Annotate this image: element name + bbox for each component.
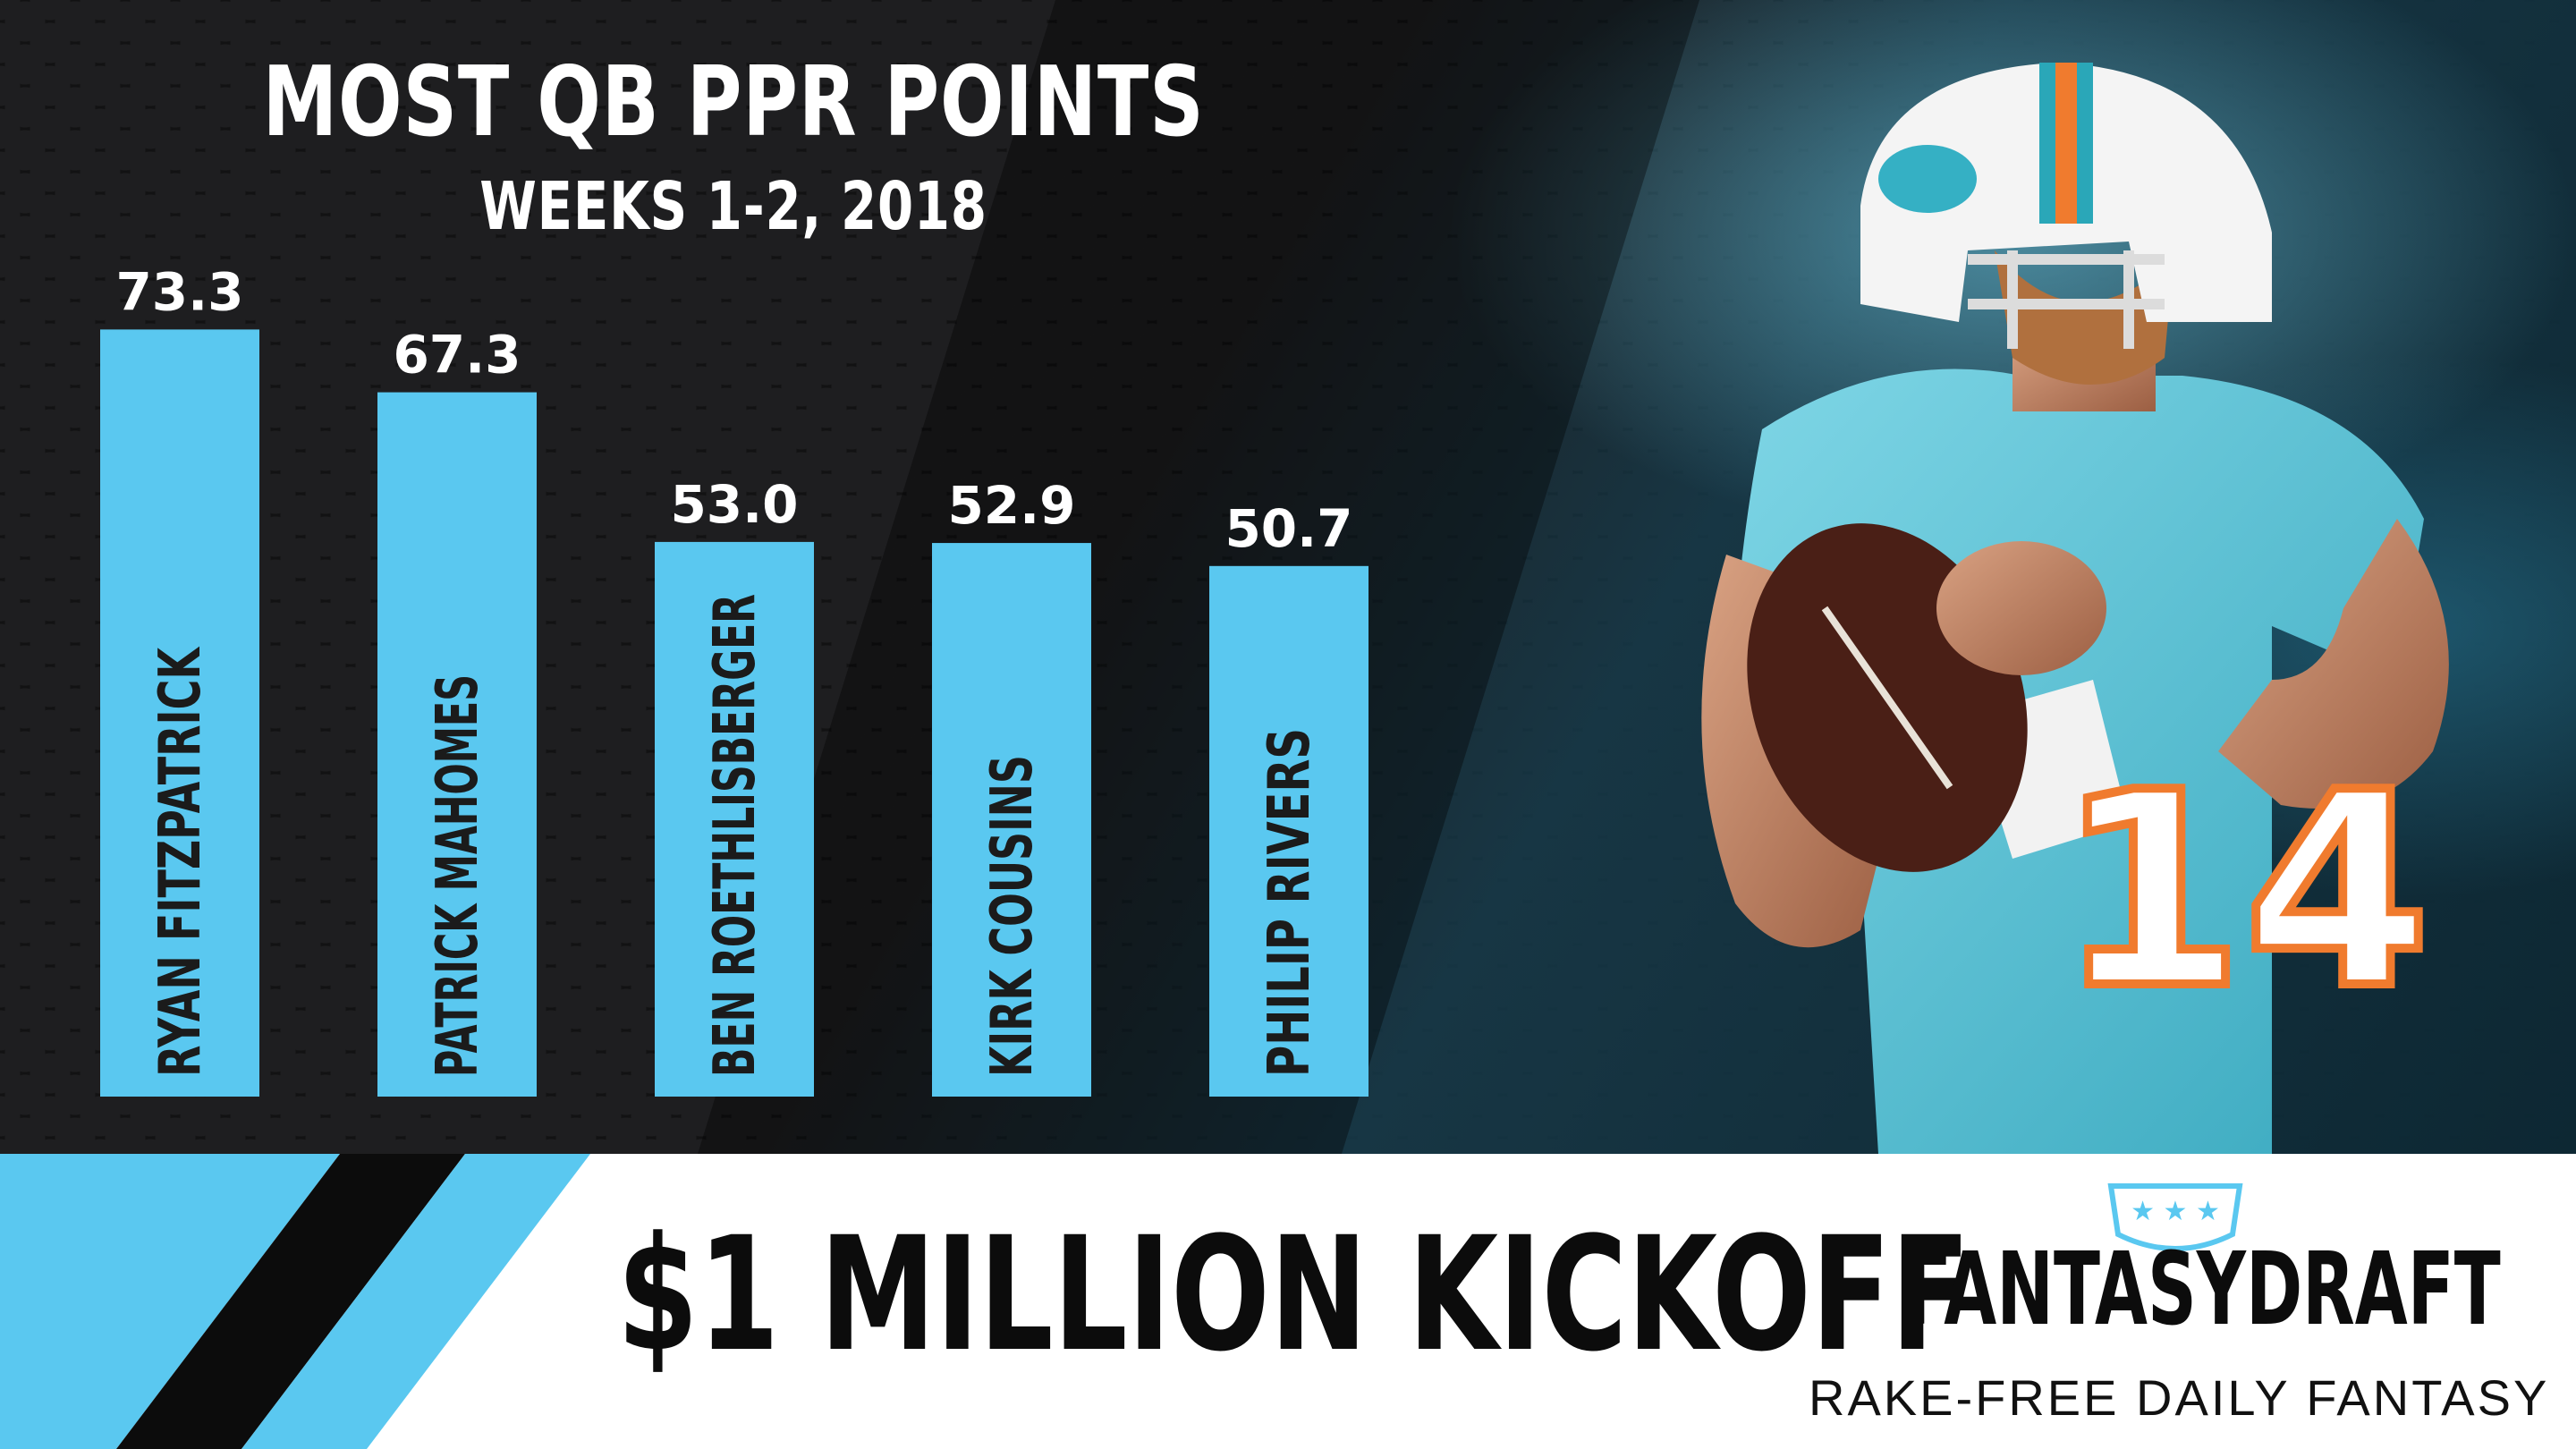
jersey-number: 14 (2057, 735, 2430, 1047)
bar-1 (100, 329, 259, 1097)
bar-3 (655, 541, 814, 1097)
category-label: RYAN FITZPATRICK (148, 646, 214, 1077)
category-label: KIRK COUSINS (979, 755, 1046, 1077)
three-stars-shield-icon: ★ ★ ★ (2107, 1183, 2243, 1251)
value-label: 52.9 (947, 475, 1075, 536)
quarterback-photo: 14 (1701, 63, 2449, 1154)
banner-headline: $1 MILLION KICKOFF (617, 1203, 1970, 1386)
category-label: PATRICK MAHOMES (425, 674, 491, 1077)
category-label: PHILIP RIVERS (1257, 728, 1323, 1077)
svg-text:★ ★ ★: ★ ★ ★ (2131, 1196, 2220, 1227)
face-mask (1968, 250, 2165, 349)
bar-5 (1209, 565, 1368, 1097)
banner-stripes (0, 1154, 590, 1449)
chart-title: MOST QB PPR POINTS (262, 47, 1205, 158)
hands (1936, 541, 2106, 675)
beard (1995, 250, 2174, 385)
value-label: 67.3 (393, 325, 521, 386)
bar-chart: 73.3 RYAN FITZPATRICK 67.3 PATRICK MAHOMES 5… (100, 261, 1368, 1097)
right-arm (2218, 519, 2449, 809)
chart-subtitle: WEEKS 1-2, 2018 (479, 168, 987, 245)
value-label: 53.0 (670, 474, 798, 535)
dolphin-logo-icon (1878, 145, 1977, 213)
value-label: 50.7 (1224, 498, 1352, 559)
value-label: 73.3 (115, 261, 243, 322)
category-label: BEN ROETHLISBERGER (702, 594, 768, 1077)
bar-2 (377, 392, 537, 1097)
brand-tagline: RAKE-FREE DAILY FANTASY (1809, 1369, 2550, 1426)
bar-4 (932, 543, 1091, 1097)
brand-logo: FANTASYDRAFT (1905, 1232, 2501, 1348)
